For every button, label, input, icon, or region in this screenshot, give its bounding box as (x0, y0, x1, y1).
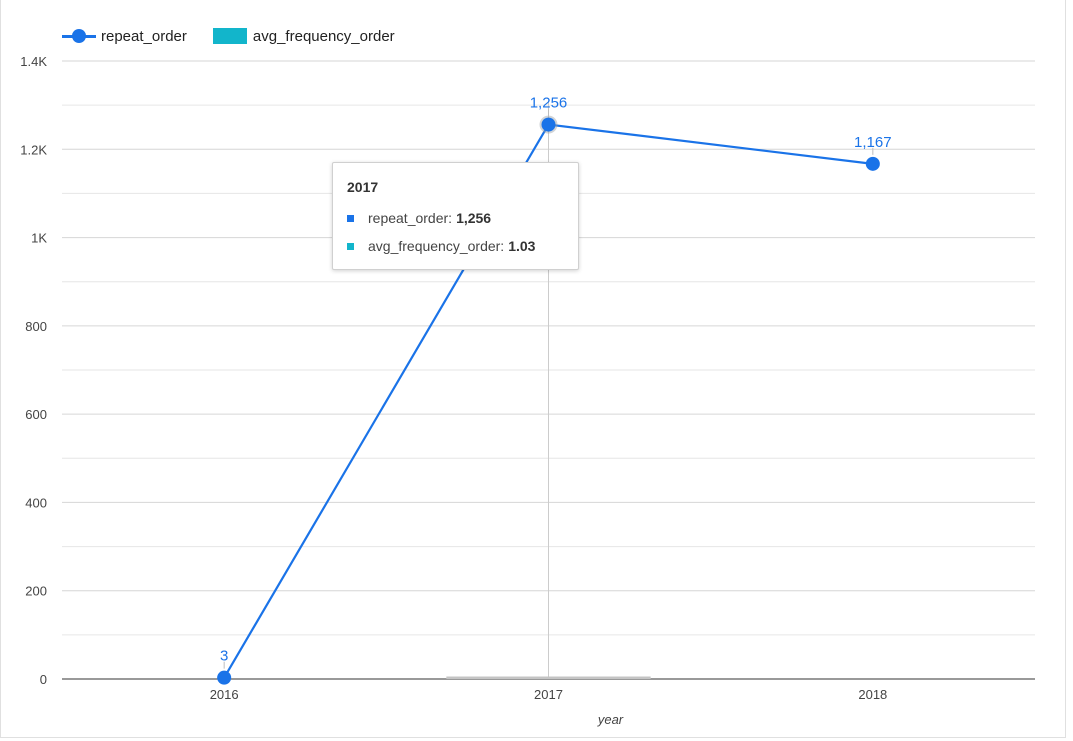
data-point (217, 670, 232, 685)
grid-lines (62, 60, 1035, 680)
tooltip-value: 1,256 (456, 210, 492, 226)
y-axis-labels: 0 200 400 600 800 1K 1.2K 1.4K (20, 54, 47, 687)
hover-tooltip: 2017 repeat_order: 1,256 avg_frequency_o… (332, 162, 579, 270)
bar-mark (446, 676, 651, 679)
tooltip-row-avg-frequency-order: avg_frequency_order: 1.03 (347, 238, 535, 254)
legend-label-avg-frequency-order: avg_frequency_order (252, 27, 395, 45)
legend-item-repeat-order[interactable]: repeat_order (62, 28, 187, 45)
tooltip-label: repeat_order: (368, 210, 453, 226)
tooltip-title: 2017 (347, 179, 379, 195)
data-point (541, 117, 556, 132)
y-tick-label: 1.2K (20, 142, 47, 157)
line-series: 3 1,256 1,167 (217, 95, 892, 685)
data-label: 1,256 (530, 95, 568, 112)
tooltip-row-repeat-order: repeat_order: 1,256 (347, 210, 491, 226)
y-tick-label: 1.4K (20, 54, 47, 69)
y-tick-label: 400 (25, 495, 47, 510)
x-tick-label: 2016 (210, 687, 239, 702)
legend-label-repeat-order: repeat_order (101, 27, 187, 45)
series-color-icon (347, 242, 354, 250)
bar-swatch-icon (212, 28, 247, 44)
x-tick-label: 2018 (858, 687, 887, 702)
y-tick-label: 800 (25, 319, 47, 334)
bar-series (446, 676, 651, 679)
data-point (865, 156, 880, 171)
chart-legend: repeat_order avg_frequency_order (62, 25, 421, 47)
y-tick-label: 600 (25, 407, 47, 422)
data-label: 1,167 (854, 134, 892, 151)
x-axis-labels: 2016 2017 2018 year (210, 687, 888, 727)
y-tick-label: 200 (25, 584, 47, 599)
line-marker-icon (62, 28, 96, 44)
tooltip-label: avg_frequency_order: (368, 238, 505, 254)
legend-item-avg-frequency-order[interactable]: avg_frequency_order (212, 27, 395, 45)
x-tick-label: 2017 (534, 687, 563, 702)
series-color-icon (347, 214, 354, 222)
data-label: 3 (220, 648, 228, 665)
y-tick-label: 0 (40, 672, 47, 687)
tooltip-value: 1.03 (508, 238, 536, 254)
y-tick-label: 1K (31, 231, 47, 246)
x-axis-title: year (597, 712, 624, 727)
